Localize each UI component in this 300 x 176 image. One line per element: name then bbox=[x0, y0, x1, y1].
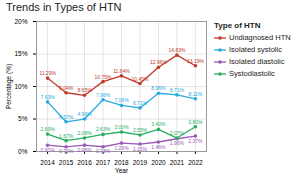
svg-text:6.71%: 6.71% bbox=[133, 100, 148, 106]
svg-text:2.69%: 2.69% bbox=[40, 126, 55, 132]
svg-text:13.19%: 13.19% bbox=[187, 58, 205, 64]
svg-text:2015: 2015 bbox=[59, 159, 74, 166]
svg-text:12.96%: 12.96% bbox=[150, 59, 168, 65]
html-text:Type of HTN: Type of HTN bbox=[214, 21, 261, 30]
svg-text:8.96%: 8.96% bbox=[151, 85, 166, 91]
svg-text:0%: 0% bbox=[18, 148, 28, 155]
svg-text:0.98%: 0.98% bbox=[77, 147, 92, 153]
svg-text:10.75%: 10.75% bbox=[95, 74, 113, 80]
svg-text:14.83%: 14.83% bbox=[168, 47, 186, 53]
svg-text:1.67%: 1.67% bbox=[59, 133, 74, 139]
svg-text:0.73%: 0.73% bbox=[96, 148, 111, 154]
svg-text:1.15%: 1.15% bbox=[133, 146, 148, 152]
svg-text:2016: 2016 bbox=[77, 159, 92, 166]
svg-text:8.71%: 8.71% bbox=[170, 87, 185, 93]
svg-text:20%: 20% bbox=[14, 18, 27, 25]
svg-text:2018: 2018 bbox=[114, 159, 129, 166]
svg-text:2021: 2021 bbox=[170, 159, 185, 166]
svg-text:5%: 5% bbox=[18, 115, 28, 122]
svg-text:8.11%: 8.11% bbox=[189, 91, 203, 97]
svg-text:3.40%: 3.40% bbox=[151, 121, 166, 127]
svg-text:7.96%: 7.96% bbox=[96, 92, 111, 98]
svg-text:8.65%: 8.65% bbox=[77, 87, 92, 93]
svg-text:1.96%: 1.96% bbox=[170, 140, 185, 146]
svg-text:1.46%: 1.46% bbox=[151, 144, 166, 150]
html-text:Isolated diastolic: Isolated diastolic bbox=[229, 57, 285, 66]
svg-text:3.80%: 3.80% bbox=[188, 119, 203, 125]
svg-text:3.00%: 3.00% bbox=[114, 124, 129, 130]
svg-text:4.99%: 4.99% bbox=[77, 111, 92, 117]
svg-text:11.29%: 11.29% bbox=[39, 70, 56, 76]
svg-text:2.08%: 2.08% bbox=[77, 130, 92, 136]
svg-text:1.29%: 1.29% bbox=[114, 145, 129, 151]
svg-text:Percentage (%): Percentage (%) bbox=[5, 64, 13, 109]
svg-text:2020: 2020 bbox=[151, 159, 166, 166]
svg-text:Year: Year bbox=[115, 167, 129, 174]
svg-text:0.72%: 0.72% bbox=[59, 148, 74, 154]
html-text:Systodiastolic: Systodiastolic bbox=[229, 69, 275, 78]
html-text:Isolated systolic: Isolated systolic bbox=[229, 45, 282, 54]
svg-text:0.97%: 0.97% bbox=[40, 147, 55, 153]
svg-text:2.37%: 2.37% bbox=[188, 138, 203, 144]
svg-text:15%: 15% bbox=[14, 50, 27, 57]
svg-text:2014: 2014 bbox=[40, 159, 55, 166]
svg-text:2.63%: 2.63% bbox=[96, 126, 111, 132]
svg-text:2022: 2022 bbox=[188, 159, 203, 166]
svg-text:10%: 10% bbox=[14, 83, 27, 90]
svg-text:2017: 2017 bbox=[96, 159, 111, 166]
svg-text:10.45%: 10.45% bbox=[131, 76, 149, 82]
svg-text:2.55%: 2.55% bbox=[133, 127, 148, 133]
svg-text:11.64%: 11.64% bbox=[113, 68, 130, 74]
svg-text:7.09%: 7.09% bbox=[114, 97, 129, 103]
svg-text:2.07%: 2.07% bbox=[170, 130, 185, 136]
svg-text:7.63%: 7.63% bbox=[40, 94, 55, 100]
svg-text:2019: 2019 bbox=[133, 159, 148, 166]
html-text:Undiagnosed HTN: Undiagnosed HTN bbox=[229, 33, 291, 42]
html-text:Trends in Types of HTN: Trends in Types of HTN bbox=[6, 1, 122, 13]
svg-text:9.04%: 9.04% bbox=[59, 85, 74, 91]
svg-text:4.57%: 4.57% bbox=[59, 114, 74, 120]
